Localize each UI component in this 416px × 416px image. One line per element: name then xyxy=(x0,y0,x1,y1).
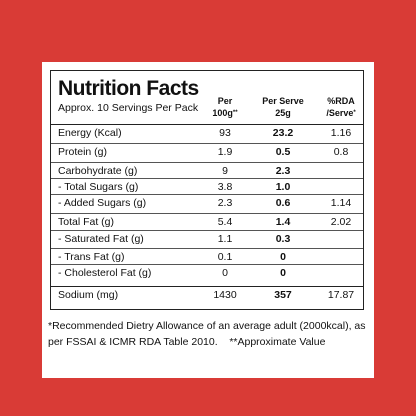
nutrient-name: - Added Sugars (g) xyxy=(58,197,147,209)
nutrient-value: 1.16 xyxy=(330,127,352,139)
column-header: Per Serve 25g xyxy=(253,95,313,119)
subtitle: Approx. 10 Servings Per Pack xyxy=(58,102,199,114)
nutrient-value: 93 xyxy=(219,127,231,139)
header-line: %RDA xyxy=(327,96,355,106)
nutrient-value: 0.6 xyxy=(275,197,291,209)
nutrient-name: Protein (g) xyxy=(58,146,108,158)
header-unit: 25g xyxy=(275,108,291,118)
nutrient-value: 0.8 xyxy=(333,146,349,158)
nutrient-value: 1.4 xyxy=(275,216,291,228)
column-header: %RDA/Serve* xyxy=(311,95,371,119)
nutrient-value: 1.1 xyxy=(217,233,233,245)
footnote-approx: **Approximate Value xyxy=(229,336,326,348)
header-line: Per Serve xyxy=(262,96,304,106)
row-rule xyxy=(51,286,363,287)
nutrient-name: Carbohydrate (g) xyxy=(58,165,138,177)
nutrient-value: 2.3 xyxy=(217,197,233,209)
header-unit: /Serve xyxy=(326,108,354,118)
nutrient-value: 17.87 xyxy=(327,289,355,301)
header-line: 25g xyxy=(253,107,313,119)
nutrient-value: 23.2 xyxy=(272,127,294,139)
row-rule xyxy=(51,264,363,265)
nutrient-value: 1430 xyxy=(213,289,237,301)
nutrient-name: Energy (Kcal) xyxy=(58,127,122,139)
nutrient-name: Total Fat (g) xyxy=(58,216,115,228)
nutrient-name: - Saturated Fat (g) xyxy=(58,233,144,245)
nutrient-name: Sodium (mg) xyxy=(58,289,119,301)
row-rule xyxy=(51,194,363,195)
nutrient-value: 3.8 xyxy=(217,181,233,193)
column-header: Per 100g** xyxy=(195,95,255,119)
nutrient-value: 0.3 xyxy=(275,233,291,245)
nutrition-table: Nutrition Facts Approx. 10 Servings Per … xyxy=(50,70,364,310)
nutrient-value: 5.4 xyxy=(217,216,233,228)
title: Nutrition Facts xyxy=(58,77,199,100)
row-rule xyxy=(51,248,363,249)
nutrient-value: 0 xyxy=(280,251,286,263)
row-rule xyxy=(51,230,363,231)
header-line: 100g** xyxy=(195,107,255,119)
nutrient-value: 2.3 xyxy=(275,165,291,177)
nutrient-value: 1.9 xyxy=(217,146,233,158)
nutrient-value: 1.14 xyxy=(330,197,352,209)
nutrient-value: 0.1 xyxy=(217,251,233,263)
nutrient-value: 9 xyxy=(222,165,228,177)
row-rule xyxy=(51,162,363,163)
row-rule xyxy=(51,143,363,144)
nutrient-name: - Cholesterol Fat (g) xyxy=(58,267,152,279)
nutrient-value: 0.5 xyxy=(275,146,291,158)
header-mark: ** xyxy=(232,110,238,116)
row-rule xyxy=(51,213,363,214)
nutrient-name: - Total Sugars (g) xyxy=(58,181,139,193)
footnote: *Recommended Dietry Allowance of an aver… xyxy=(48,318,370,350)
nutrient-value: 0 xyxy=(280,267,286,279)
nutrient-name: - Trans Fat (g) xyxy=(58,251,125,263)
header-line: Per xyxy=(217,96,233,106)
label-card: Nutrition Facts Approx. 10 Servings Per … xyxy=(42,62,374,378)
footnote-rda: *Recommended Dietry Allowance of an aver… xyxy=(48,320,366,348)
header-unit: 100g xyxy=(212,108,233,118)
nutrient-value: 1.0 xyxy=(275,181,291,193)
nutrient-value: 357 xyxy=(274,289,292,301)
nutrient-value: 0 xyxy=(222,267,228,279)
header-mark: * xyxy=(353,110,356,116)
header-rule xyxy=(51,124,363,125)
nutrient-value: 2.02 xyxy=(330,216,352,228)
header-line: /Serve* xyxy=(311,107,371,119)
row-rule xyxy=(51,178,363,179)
